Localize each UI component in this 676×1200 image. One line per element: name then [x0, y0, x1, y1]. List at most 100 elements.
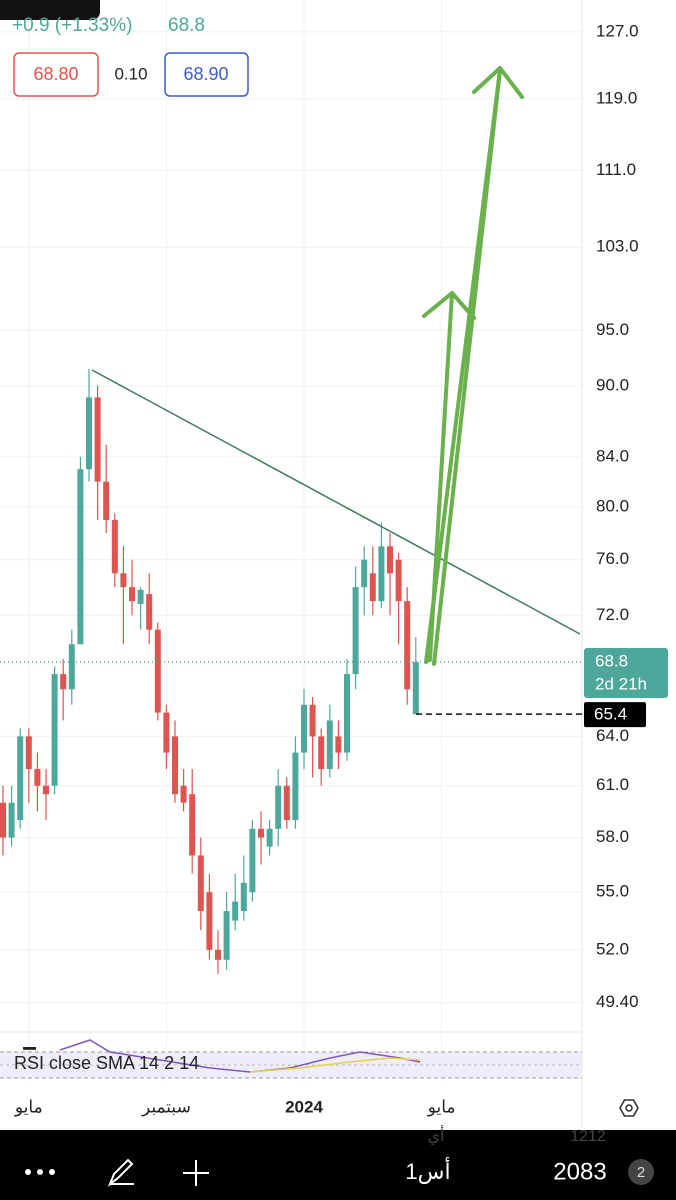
draw-button[interactable]: [107, 1158, 134, 1187]
candle-body: [189, 794, 196, 856]
candle-body: [292, 752, 299, 821]
candle-body: [34, 769, 41, 786]
candle-body: [240, 882, 247, 912]
candle-body: [111, 519, 118, 574]
y-tick-label: 90.0: [596, 375, 629, 394]
y-tick-label: 64.0: [596, 726, 629, 745]
sell-button[interactable]: [13, 52, 99, 97]
low-marker-label: 65.4: [594, 705, 627, 724]
arrow-head: [422, 291, 476, 320]
candle-body: [86, 397, 92, 470]
toast: [0, 0, 100, 20]
arrows: [422, 66, 524, 666]
candle-body: [283, 785, 290, 821]
price-label-box: [584, 648, 668, 699]
y-tick-label: 55.0: [596, 882, 629, 901]
candle-body: [77, 469, 84, 645]
ghost-text: 1212: [570, 1128, 606, 1145]
candle-body: [206, 892, 213, 950]
interval-button[interactable]: 1أس: [405, 1157, 450, 1185]
candle-body: [120, 573, 127, 588]
spread: 0.10: [114, 64, 147, 83]
candle-body: [352, 587, 359, 675]
bid[interactable]: 68.80: [33, 64, 78, 84]
logo: −: [22, 1033, 37, 1063]
candle-body: [275, 785, 282, 829]
candle-body: [163, 712, 170, 753]
candle-body: [103, 481, 110, 520]
indicator-label[interactable]: RSI close SMA 14 2 14: [14, 1053, 199, 1073]
candle-body: [154, 629, 161, 713]
candle-body: [172, 736, 178, 795]
candle-body: [51, 674, 58, 786]
candle-body: [137, 589, 144, 604]
candle-body: [43, 785, 49, 795]
y-tick-label: 103.0: [596, 237, 639, 256]
candle-body: [318, 736, 325, 770]
candles: [0, 368, 419, 974]
settings-icon[interactable]: [619, 1099, 639, 1117]
candle-body: [249, 828, 256, 893]
x-tick-label: سبتمبر: [141, 1097, 191, 1116]
arrow-short: [428, 291, 454, 662]
trendline: [91, 369, 581, 635]
y-tick-label: 49.40: [596, 992, 639, 1011]
y-tick-label: 76.0: [596, 549, 629, 568]
x-tick-label: 2024: [285, 1097, 323, 1116]
y-tick-label: 72.0: [596, 605, 629, 624]
ask[interactable]: 68.90: [183, 64, 228, 84]
candle-body: [17, 736, 24, 821]
add-button[interactable]: [183, 1160, 209, 1186]
change: +0.9 (+1.33%): [12, 15, 132, 36]
candle-body: [404, 601, 411, 690]
candle-body: [180, 785, 187, 803]
badge-count[interactable]: 2: [637, 1164, 645, 1181]
candle-body: [8, 802, 15, 838]
candle-body: [258, 828, 264, 838]
candle-body: [60, 674, 67, 690]
countdown: 2d 21h: [595, 675, 647, 694]
candle-body: [361, 559, 368, 588]
candle-body: [335, 736, 342, 753]
y-tick-label: 84.0: [596, 446, 629, 465]
arrow-head: [472, 66, 524, 99]
buy-button[interactable]: [164, 52, 249, 97]
candle-body: [25, 736, 32, 770]
y-tick-label: 95.0: [596, 320, 629, 339]
candle-body: [94, 397, 101, 482]
badge[interactable]: [628, 1159, 654, 1185]
candle-body: [387, 546, 393, 574]
candle-body: [129, 587, 135, 602]
candle-body: [68, 644, 75, 690]
candle-body: [395, 559, 402, 602]
x-tick-label: مايو: [14, 1097, 43, 1116]
candle-body: [301, 704, 307, 753]
candle-body: [266, 828, 273, 847]
y-tick-label: 127.0: [596, 21, 639, 40]
y-tick-label: 61.0: [596, 775, 629, 794]
y-tick-label: 58.0: [596, 827, 629, 846]
candle-body: [326, 720, 333, 770]
price-label: 68.8: [595, 652, 628, 671]
symbol-count[interactable]: 2083: [553, 1158, 606, 1185]
more-button[interactable]: [25, 1169, 55, 1175]
ghost-text: أي: [428, 1125, 445, 1146]
toolbar: [0, 1130, 676, 1200]
candle-body: [378, 546, 385, 602]
y-tick-label: 52.0: [596, 939, 629, 958]
low-marker-box: [584, 702, 646, 728]
candle-body: [215, 949, 221, 960]
candle-body: [223, 911, 230, 960]
candle-body: [0, 802, 6, 838]
candle-body: [146, 594, 153, 630]
candle-body: [197, 855, 204, 912]
candle-body: [232, 901, 239, 921]
x-axis: مايو سبتمبر 2024 مايو: [14, 1097, 456, 1116]
y-tick-label: 111.0: [596, 160, 636, 179]
candle-body: [369, 573, 376, 602]
x-tick-label: مايو: [427, 1097, 456, 1116]
y-tick-label: 80.0: [596, 496, 629, 515]
rsi-sma: [249, 1057, 421, 1073]
last-price: 68.8: [168, 15, 205, 36]
